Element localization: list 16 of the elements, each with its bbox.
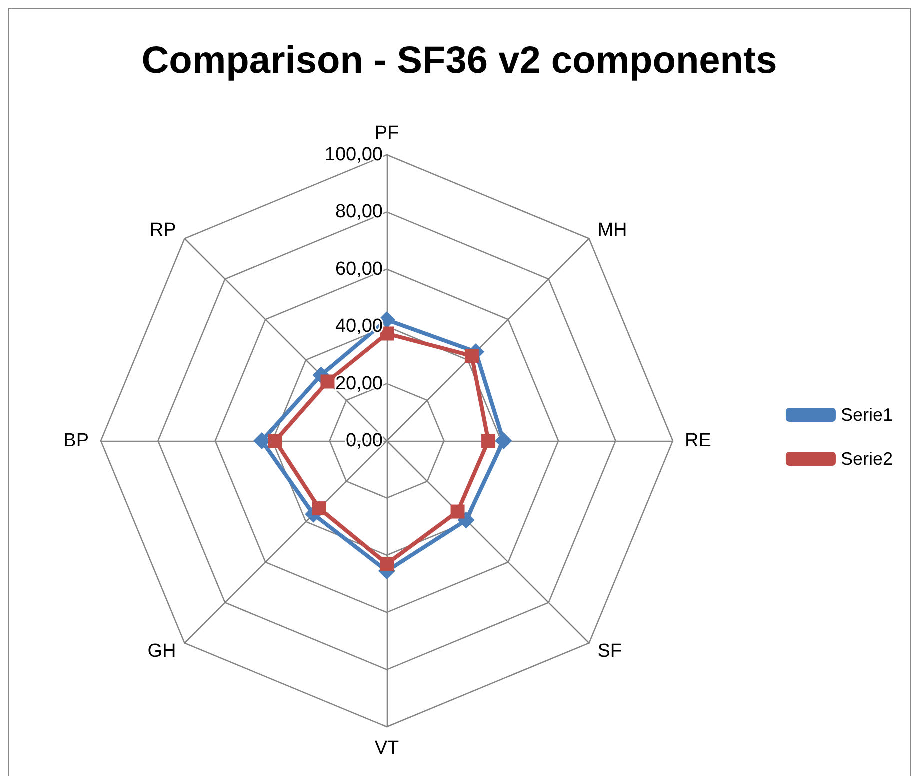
spoke-label: SF (598, 641, 622, 662)
legend-label: Serie2 (840, 449, 893, 469)
y-tick-label: 20,00 (335, 373, 383, 394)
spoke-label: VT (374, 738, 400, 759)
spoke-label: MH (598, 220, 628, 241)
chart-title: Comparison - SF36 v2 components (142, 40, 778, 82)
y-tick-label: 80,00 (335, 202, 383, 223)
y-tick-label: 0,00 (346, 430, 383, 452)
spoke-label: BP (64, 430, 89, 452)
legend-label: Serie1 (840, 405, 893, 425)
y-tick-label: 60,00 (335, 258, 383, 280)
spoke-label: RP (150, 220, 176, 241)
spoke-label: PF (374, 123, 400, 144)
spoke-label: RE (685, 430, 712, 452)
y-tick-label: 100,00 (324, 144, 383, 166)
spoke-label: GH (148, 641, 176, 662)
